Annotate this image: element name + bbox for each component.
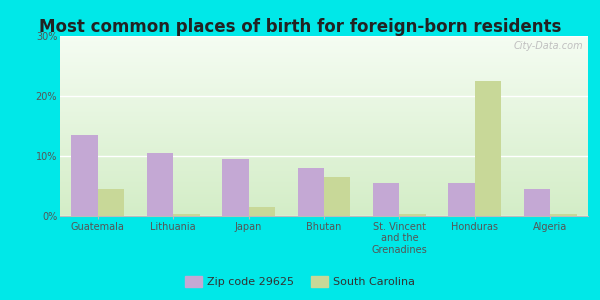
Bar (147, 153, 173, 216)
Text: City-Data.com: City-Data.com (513, 41, 583, 51)
Bar (550, 214, 577, 216)
Bar (71, 135, 98, 216)
Bar (222, 159, 248, 216)
Bar (400, 214, 426, 216)
Bar (524, 189, 550, 216)
Legend: Zip code 29625, South Carolina: Zip code 29625, South Carolina (181, 271, 419, 291)
Bar (324, 177, 350, 216)
Bar (475, 81, 501, 216)
Bar (448, 183, 475, 216)
Bar (248, 207, 275, 216)
Bar (98, 189, 124, 216)
Bar (298, 168, 324, 216)
Bar (373, 183, 400, 216)
Text: Most common places of birth for foreign-born residents: Most common places of birth for foreign-… (39, 18, 561, 36)
Bar (173, 214, 200, 216)
